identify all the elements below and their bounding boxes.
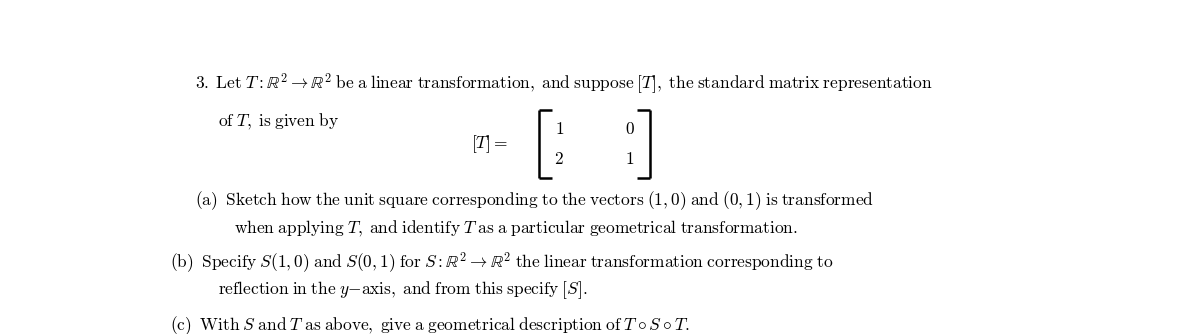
Text: $0$: $0$ — [625, 121, 635, 138]
Text: $\mathrm{of}\; T,\; \mathrm{is\; given\; by}$: $\mathrm{of}\; T,\; \mathrm{is\; given\;… — [218, 112, 338, 132]
Text: $\mathrm{(c)\;\; With}\; S\; \mathrm{and}\; T\; \mathrm{as\; above,\; give\; a\;: $\mathrm{(c)\;\; With}\; S\; \mathrm{and… — [170, 314, 690, 334]
Text: $\mathrm{(b)\;\; Specify}\; S(1,0)\; \mathrm{and}\; S(0,1)\; \mathrm{for}\; S : : $\mathrm{(b)\;\; Specify}\; S(1,0)\; \ma… — [170, 250, 834, 275]
Text: $\mathrm{when\; applying}\; T,\; \mathrm{and\; identify}\; T\; \mathrm{as\; a\; : $\mathrm{when\; applying}\; T,\; \mathrm… — [234, 219, 798, 239]
Text: $\mathrm{(a)\;\; Sketch\; how\; the\; unit\; square\; corresponding\; to\; the\;: $\mathrm{(a)\;\; Sketch\; how\; the\; un… — [194, 189, 874, 212]
Text: $2$: $2$ — [554, 151, 564, 168]
Text: $3.\;\mathrm{Let}\; T : \mathbb{R}^2 \rightarrow \mathbb{R}^2 \;\mathrm{be\; a\;: $3.\;\mathrm{Let}\; T : \mathbb{R}^2 \ri… — [194, 71, 932, 96]
Text: $1$: $1$ — [625, 151, 635, 168]
Text: $1$: $1$ — [554, 121, 564, 138]
Text: $[T] = $: $[T] = $ — [470, 133, 508, 155]
Text: $\mathrm{reflection\; in\; the}\; y\mathrm{-axis,\; and\; from\; this\; specify}: $\mathrm{reflection\; in\; the}\; y\math… — [218, 279, 588, 301]
